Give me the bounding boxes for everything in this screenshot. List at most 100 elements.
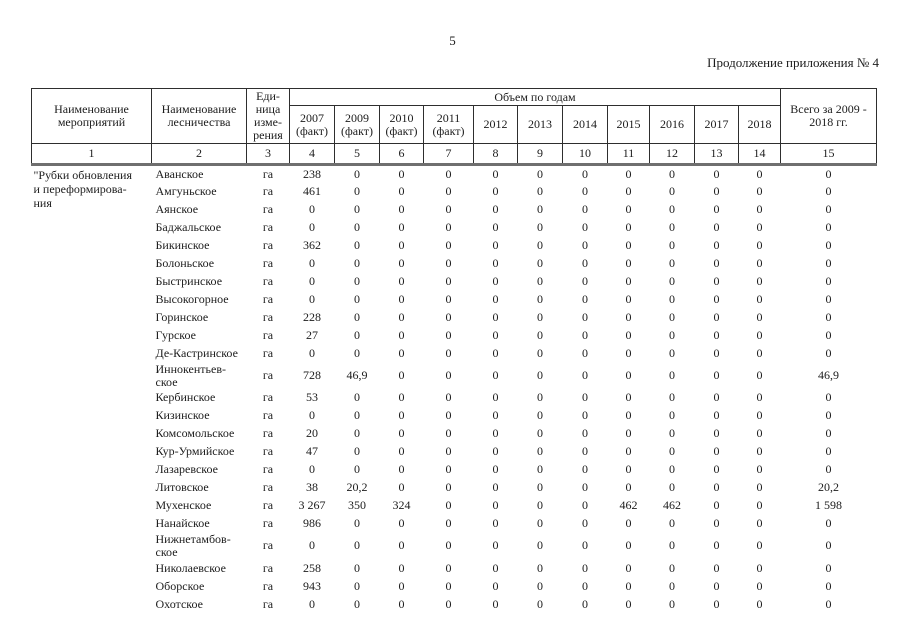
year-value-cell: 0 bbox=[625, 183, 632, 198]
year-value-cell: 0 bbox=[625, 560, 632, 575]
year-value-cell: 0 bbox=[537, 462, 543, 477]
table-row: Аянское га 0 0 0 0 0 0 0 0 0 0 0 0 bbox=[32, 201, 877, 219]
year-value-cell: 0 bbox=[354, 309, 360, 324]
year-value-cell: 0 bbox=[669, 444, 675, 459]
page-number: 5 bbox=[449, 33, 456, 48]
column-number: 1 bbox=[31, 143, 152, 166]
year-value-cell: 0 bbox=[625, 426, 632, 441]
forestry-cell: Иннокентьев- ское bbox=[155, 362, 227, 389]
year-value-cell: 0 bbox=[669, 219, 675, 234]
year-value-cell: 0 bbox=[669, 480, 675, 495]
year-value-cell: 0 bbox=[756, 183, 763, 198]
volumes-table: Наименование мероприятий Наименование ле… bbox=[31, 88, 877, 613]
year-value-cell: 258 bbox=[303, 560, 321, 575]
year-value-cell: 0 bbox=[625, 291, 632, 306]
year-value-cell: 0 bbox=[309, 291, 315, 306]
year-value-cell: 0 bbox=[756, 237, 763, 252]
forestry-cell: Мухенское bbox=[155, 498, 212, 513]
year-value-cell: 0 bbox=[537, 201, 543, 216]
year-value-cell: 0 bbox=[398, 560, 405, 575]
year-value-cell: 0 bbox=[537, 166, 543, 181]
year-value-cell: 0 bbox=[625, 538, 632, 553]
col-header-year-2012: 2012 bbox=[473, 105, 518, 144]
column-number: 4 bbox=[289, 143, 335, 166]
unit-cell: га bbox=[262, 237, 274, 252]
year-value-cell: 0 bbox=[354, 166, 360, 181]
column-number: 12 bbox=[649, 143, 695, 166]
year-value-cell: 0 bbox=[625, 368, 632, 383]
year-value-cell: 0 bbox=[445, 327, 452, 342]
year-value-cell: 0 bbox=[354, 291, 360, 306]
year-value-cell: 0 bbox=[492, 309, 499, 324]
year-value-cell: 47 bbox=[306, 444, 318, 459]
forestry-cell: Лазаревское bbox=[155, 462, 218, 477]
table-row: Иннокентьев- ское га 728 46,9 0 0 0 0 0 0 0 0 0 46,9 bbox=[32, 363, 877, 389]
col-header-year-2015: 2015 bbox=[607, 105, 650, 144]
year-value-cell: 0 bbox=[625, 327, 632, 342]
year-value-cell: 0 bbox=[445, 166, 452, 181]
year-value-cell: 0 bbox=[354, 255, 360, 270]
year-value-cell: 0 bbox=[756, 498, 763, 513]
year-value-cell: 0 bbox=[354, 578, 360, 593]
year-value-cell: 0 bbox=[625, 237, 632, 252]
column-number: 3 bbox=[246, 143, 290, 166]
year-value-cell: 0 bbox=[582, 596, 588, 611]
year-value-cell: 0 bbox=[625, 345, 632, 360]
forestry-cell: Кизинское bbox=[155, 408, 210, 423]
table-row: Быстринское га 0 0 0 0 0 0 0 0 0 0 0 0 bbox=[32, 273, 877, 291]
column-number: 11 bbox=[607, 143, 650, 166]
year-value-cell: 0 bbox=[537, 183, 543, 198]
forestry-cell: Оборское bbox=[155, 578, 205, 593]
year-value-cell: 462 bbox=[663, 498, 681, 513]
year-value-cell: 0 bbox=[537, 578, 543, 593]
year-value-cell: 0 bbox=[625, 309, 632, 324]
year-value-cell: 0 bbox=[625, 516, 632, 531]
year-value-cell: 0 bbox=[669, 390, 675, 405]
year-value-cell: 0 bbox=[625, 462, 632, 477]
year-value-cell: 0 bbox=[669, 368, 675, 383]
year-value-cell: 0 bbox=[398, 444, 405, 459]
col-header-year-2018: 2018 bbox=[738, 105, 781, 144]
year-value-cell: 0 bbox=[713, 327, 720, 342]
year-value-cell: 0 bbox=[669, 309, 675, 324]
year-value-cell: 0 bbox=[713, 516, 720, 531]
year-value-cell: 0 bbox=[582, 444, 588, 459]
year-value-cell: 0 bbox=[445, 390, 452, 405]
year-value-cell: 0 bbox=[398, 201, 405, 216]
col-header-year-2016: 2016 bbox=[649, 105, 695, 144]
year-value-cell: 0 bbox=[756, 201, 763, 216]
year-value-cell: 0 bbox=[756, 345, 763, 360]
year-value-cell: 0 bbox=[354, 596, 360, 611]
column-number: 2 bbox=[151, 143, 247, 166]
year-value-cell: 0 bbox=[354, 516, 360, 531]
unit-cell: га bbox=[262, 390, 274, 405]
year-value-cell: 0 bbox=[492, 578, 499, 593]
year-value-cell: 0 bbox=[625, 408, 632, 423]
unit-cell: га bbox=[262, 201, 274, 216]
forestry-cell: Кербинское bbox=[155, 390, 216, 405]
forestry-cell: Быстринское bbox=[155, 273, 223, 288]
year-value-cell: 0 bbox=[445, 426, 452, 441]
total-cell: 0 bbox=[825, 538, 832, 553]
year-value-cell: 0 bbox=[625, 255, 632, 270]
year-value-cell: 53 bbox=[306, 390, 318, 405]
year-value-cell: 0 bbox=[398, 596, 405, 611]
year-value-cell: 0 bbox=[756, 390, 763, 405]
total-cell: 0 bbox=[825, 201, 832, 216]
year-value-cell: 0 bbox=[713, 538, 720, 553]
year-value-cell: 0 bbox=[492, 237, 499, 252]
year-value-cell: 0 bbox=[713, 498, 720, 513]
year-value-cell: 0 bbox=[354, 408, 360, 423]
year-value-cell: 0 bbox=[713, 345, 720, 360]
year-value-cell: 0 bbox=[713, 444, 720, 459]
year-value-cell: 0 bbox=[756, 426, 763, 441]
year-value-cell: 0 bbox=[445, 183, 452, 198]
year-value-cell: 0 bbox=[492, 538, 499, 553]
year-value-cell: 0 bbox=[537, 596, 543, 611]
total-cell: 0 bbox=[825, 390, 832, 405]
year-value-cell: 0 bbox=[492, 390, 499, 405]
year-value-cell: 0 bbox=[625, 390, 632, 405]
year-value-cell: 0 bbox=[537, 408, 543, 423]
year-value-cell: 0 bbox=[669, 201, 675, 216]
table-row: Охотское га 0 0 0 0 0 0 0 0 0 0 0 0 bbox=[32, 595, 877, 613]
